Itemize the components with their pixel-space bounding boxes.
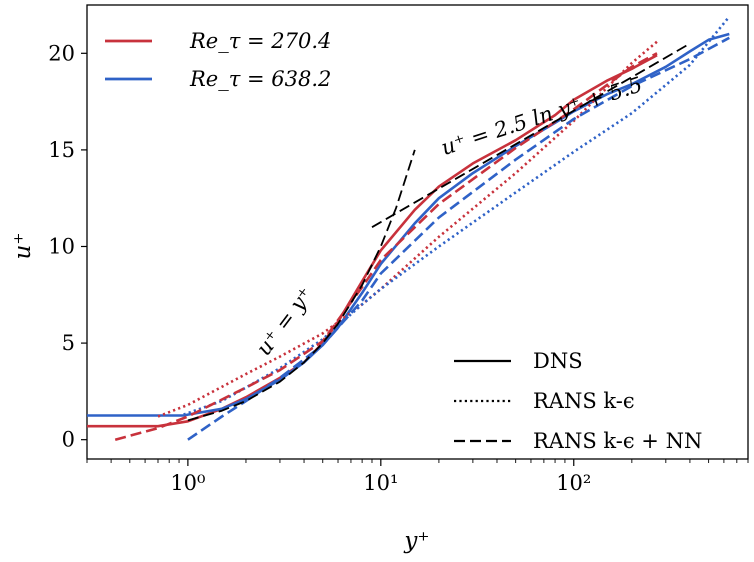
- y-tick-label: 0: [62, 428, 75, 452]
- series-line: [188, 38, 729, 440]
- y-tick-label: 15: [48, 138, 75, 162]
- annotation-log-law: u⁺ = 2.5 ln y⁺ + 5.5: [438, 72, 645, 160]
- series-line: [372, 44, 690, 228]
- legend-model-label: RANS k-ϵ: [533, 389, 635, 413]
- x-tick-label: 10²: [556, 471, 591, 495]
- y-tick-label: 5: [62, 331, 75, 355]
- y-tick-label: 10: [48, 234, 75, 258]
- x-axis-label: y⁺: [403, 528, 429, 554]
- legend-model-label: DNS: [533, 349, 583, 373]
- y-tick-label: 20: [48, 41, 75, 65]
- legend-case-label: Re_τ = 270.4: [189, 29, 331, 53]
- plot-frame: [87, 5, 748, 459]
- legend-model-label: RANS k-ϵ + NN: [533, 429, 702, 453]
- legend-case-label: Re_τ = 638.2: [189, 67, 331, 91]
- x-tick-label: 10⁰: [170, 471, 205, 495]
- x-tick-label: 10¹: [363, 471, 398, 495]
- y-axis-label: u⁺: [10, 233, 36, 260]
